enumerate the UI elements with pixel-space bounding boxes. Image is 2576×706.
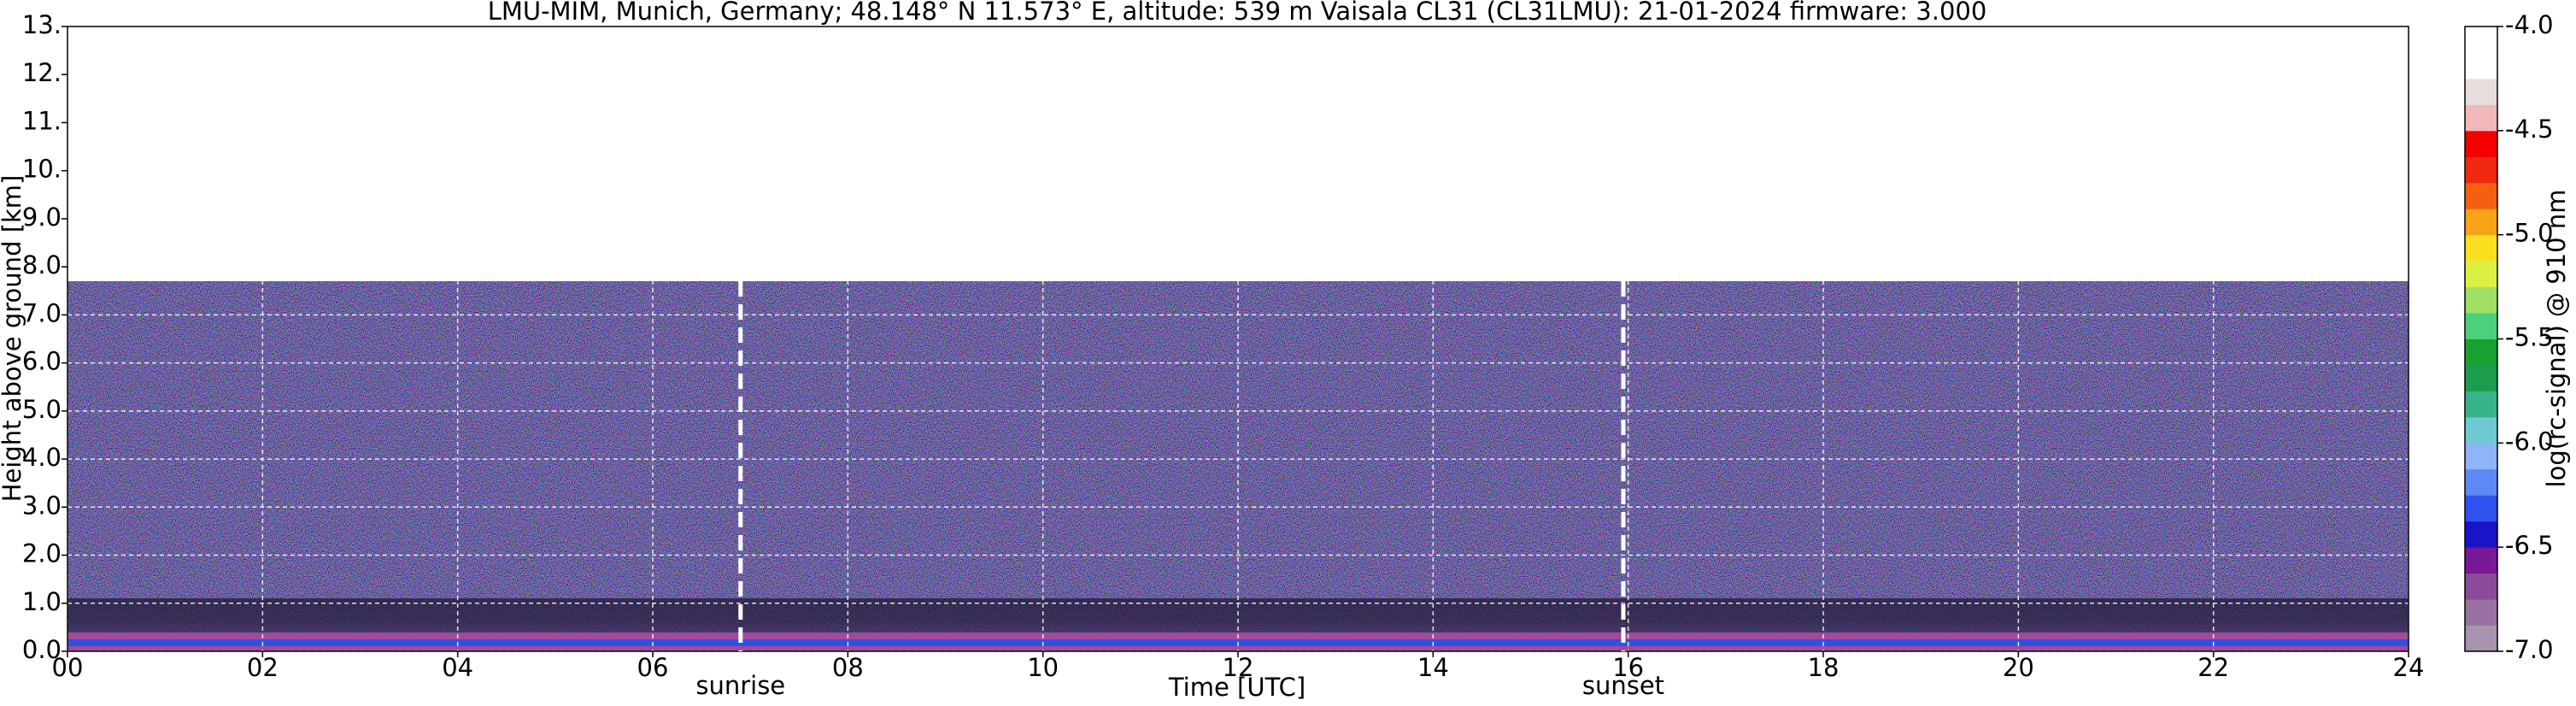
x-tick-label: 20 [2003,653,2034,682]
x-tick-label: 10 [1027,653,1059,682]
colorbar-segment [2465,391,2497,418]
colorbar-segment [2465,468,2497,496]
colorbar-tick-label: -5.5 [2505,323,2554,352]
colorbar-segment [2465,209,2497,236]
colorbar-segment [2465,130,2497,157]
y-tick-label: 10. [22,155,62,184]
y-tick-label: 8.0 [22,250,62,279]
colorbar-segment [2465,599,2497,627]
colorbar-tick-label: -7.0 [2505,635,2554,664]
y-tick-label: 7.0 [22,298,62,327]
y-tick-label: 11. [22,106,62,135]
x-tick-label: 22 [2198,653,2229,682]
colorbar-segment [2465,26,2497,53]
x-axis-label: Time [UTC] [1168,673,1306,702]
colorbar-tick-label: -5.0 [2505,219,2554,248]
colorbar-segment [2465,573,2497,600]
annotation-label: sunset [1582,671,1664,700]
y-tick-label: 4.0 [22,443,62,472]
colorbar-label: log(rc-signal) @ 910 nm [2542,190,2571,488]
colorbar-tick-label: -6.5 [2505,531,2554,560]
colorbar-segment [2465,313,2497,339]
colorbar-segment [2465,443,2497,470]
y-tick-label: 6.0 [22,347,62,376]
x-tick-label: 04 [442,653,473,682]
x-tick-label: 06 [637,653,669,682]
y-tick-label: 13. [22,10,62,39]
colorbar-segment [2465,521,2497,548]
y-tick-label: 0.0 [22,635,62,664]
colorbar-segment [2465,156,2497,184]
y-tick-label: 5.0 [22,395,62,424]
colorbar-segment [2465,286,2497,314]
x-tick-label: 00 [52,653,84,682]
x-tick-label: 12 [1223,653,1254,682]
colorbar-tick-label: -4.0 [2505,10,2554,39]
colorbar-segment [2465,234,2497,262]
colorbar-segment [2465,625,2497,652]
colorbar-segment [2465,338,2497,366]
colorbar-segment [2465,495,2497,522]
x-tick-label: 16 [1612,653,1644,682]
y-tick-label: 3.0 [22,491,62,520]
x-tick-label: 02 [247,653,279,682]
x-tick-label: 24 [2393,653,2425,682]
colorbar-segment [2465,261,2497,288]
colorbar-segment [2465,52,2497,79]
y-axis-label: Height above ground [km] [0,175,26,503]
colorbar-segment [2465,182,2497,209]
y-tick-label: 1.0 [22,587,62,616]
x-tick-label: 14 [1417,653,1449,682]
colorbar-segment [2465,78,2497,105]
colorbar-segment [2465,547,2497,574]
annotation-label: sunrise [695,671,785,700]
colorbar-segment [2465,416,2497,444]
chart-title: LMU-MIM, Munich, Germany; 48.148° N 11.5… [488,0,1987,26]
x-tick-label: 18 [1808,653,1840,682]
x-tick-label: 08 [832,653,864,682]
colorbar-tick-label: -6.0 [2505,427,2554,456]
colorbar-segment [2465,104,2497,132]
colorbar-segment [2465,364,2497,391]
colorbar-tick-label: -4.5 [2505,115,2554,144]
y-tick-label: 12. [22,58,62,87]
y-tick-label: 2.0 [22,539,62,568]
y-tick-label: 9.0 [22,203,62,232]
